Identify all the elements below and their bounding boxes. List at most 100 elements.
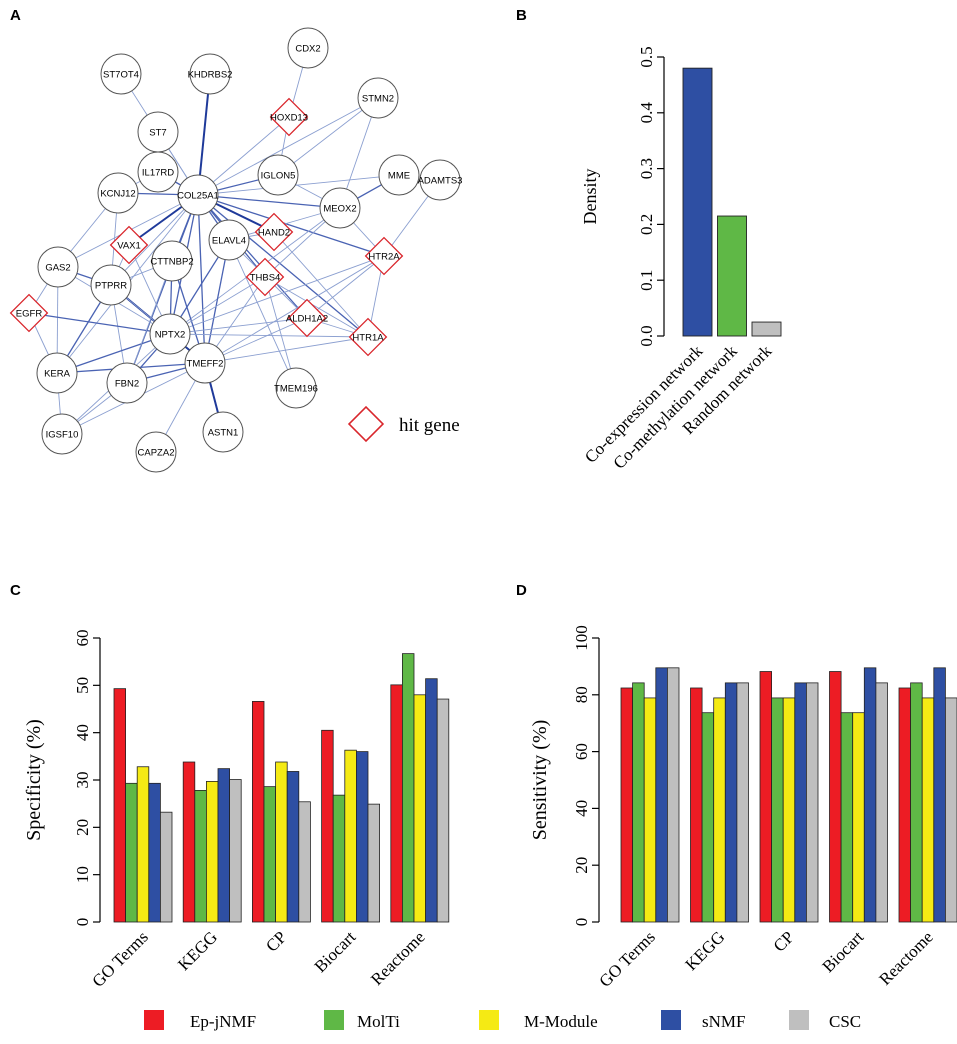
bar-ep-jnmf-go-terms <box>620 687 634 923</box>
panel-letter-a: A <box>10 7 21 24</box>
x-category-label: Reactome <box>875 927 936 988</box>
edge-col25a1-aldh1a2 <box>197 194 308 319</box>
hit-gene-marker <box>269 97 309 137</box>
gene-marker <box>36 352 78 394</box>
node-cttnbp2: CTTNBP2 <box>150 240 194 282</box>
y-tick-label: 20 <box>73 819 92 836</box>
bar-molti-cp <box>263 786 277 923</box>
y-axis-label: Density <box>580 169 600 225</box>
node-meox2: MEOX2 <box>319 187 361 229</box>
node-st7: ST7 <box>137 111 179 153</box>
node-stmn2: STMN2 <box>357 77 399 119</box>
bar-snmf-biocart <box>863 667 877 923</box>
node-gas2: GAS2 <box>37 246 79 288</box>
specificity-chart: 0 10 20 30 40 50 60 Specificity (%) GO Terms KEGG… <box>23 630 450 991</box>
legend-item-molti: MolTi <box>324 1010 400 1031</box>
node-ptprr: PTPRR <box>90 264 132 306</box>
node-label: CTTNBP2 <box>150 257 193 268</box>
gene-marker <box>287 27 329 69</box>
edge-col25a1-htr1a <box>197 194 369 338</box>
gene-marker <box>202 411 244 453</box>
y-tick-label: 0.1 <box>637 270 656 291</box>
node-label: ASTN1 <box>208 428 239 439</box>
bar-csc-kegg <box>736 682 749 923</box>
edge-stmn2-iglon5 <box>277 97 379 176</box>
node-label: FBN2 <box>115 379 139 390</box>
bar-snmf-kegg <box>217 768 231 923</box>
bar-csc-reactome <box>436 698 450 923</box>
node-hand2: HAND2 <box>254 212 294 252</box>
legend-item-ep-jnmf: Ep-jNMF <box>144 1010 256 1031</box>
hit-gene-marker <box>245 257 285 297</box>
bar-csc-reactome <box>945 697 957 923</box>
bar-csc-cp <box>298 801 311 923</box>
bar-ep-jnmf-reactome <box>390 684 403 923</box>
bar-snmf-go-terms <box>655 667 668 923</box>
y-tick-label: 0.4 <box>637 102 656 124</box>
bar-ep-jnmf-cp <box>251 701 265 923</box>
bar-csc-cp <box>806 682 819 923</box>
bar-ep-jnmf-biocart <box>829 671 842 923</box>
node-il17rd: IL17RD <box>137 151 179 193</box>
hit-gene-marker <box>287 298 327 338</box>
sensitivity-panel: D 0 20 40 60 80 100 Sensitivity (%) GO Terms KEG… <box>516 582 957 991</box>
node-iglon5: IGLON5 <box>257 154 299 196</box>
bar-ep-jnmf-go-terms <box>113 688 127 923</box>
node-label: HAND2 <box>258 228 290 239</box>
node-cdx2: CDX2 <box>287 27 329 69</box>
node-label: CAPZA2 <box>138 448 175 459</box>
hit-gene-marker <box>9 293 49 333</box>
hit-gene-marker <box>348 317 388 357</box>
legend-label: M-Module <box>524 1012 598 1031</box>
bar-molti-biocart <box>840 712 854 923</box>
y-axis-label: Specificity (%) <box>23 719 45 841</box>
y-tick-label: 30 <box>73 772 92 789</box>
node-egfr: EGFR <box>9 293 49 333</box>
y-tick-label: 60 <box>572 743 591 760</box>
node-nptx2: NPTX2 <box>149 313 191 355</box>
bar-co-expression-network <box>682 67 713 337</box>
legend-item-m-module: M-Module <box>479 1010 598 1031</box>
y-tick-label: 0.5 <box>637 46 656 67</box>
bar-ep-jnmf-biocart <box>321 729 334 923</box>
edge-nptx2-aldh1a2 <box>169 317 308 335</box>
bar-snmf-reactome <box>425 678 438 923</box>
y-tick-label: 20 <box>572 857 591 874</box>
node-htr1a: HTR1A <box>348 317 388 357</box>
y-tick-label: 0 <box>73 918 92 927</box>
bar-m-module-cp <box>782 697 796 923</box>
bar-molti-reactome <box>910 682 923 923</box>
gene-marker <box>97 172 139 214</box>
gene-marker <box>319 187 361 229</box>
node-label: ST7 <box>149 128 166 139</box>
edge-col25a1-ptprr <box>110 194 199 286</box>
node-label: ALDH1A2 <box>286 314 328 325</box>
edge-cttnbp2-fbn2 <box>126 260 173 384</box>
edge-htr2a-tmeff2 <box>204 255 385 364</box>
edge-mme-col25a1 <box>197 174 400 196</box>
edge-hand2-htr1a <box>273 231 369 338</box>
node-label: KCNJ12 <box>100 189 135 200</box>
node-adamts3: ADAMTS3 <box>418 159 462 201</box>
bar-m-module-go-terms <box>643 697 657 923</box>
edge-elavl4-tmeff2 <box>204 239 230 364</box>
x-category-label: CP <box>262 927 290 955</box>
bar-molti-kegg <box>701 712 715 923</box>
node-fbn2: FBN2 <box>106 362 148 404</box>
x-category-label: KEGG <box>682 927 729 974</box>
gene-marker <box>257 154 299 196</box>
y-tick-label: 0.2 <box>637 214 656 235</box>
bar-m-module-cp <box>275 761 288 923</box>
network-panel: A CDX2 ST7OT4 KHDRBS2 HOXD13 STMN2 ST7 IL17RD I… <box>9 7 462 473</box>
node-label: GAS2 <box>45 263 70 274</box>
bar-molti-cp <box>771 697 784 923</box>
gene-marker <box>90 264 132 306</box>
node-kera: KERA <box>36 352 78 394</box>
y-tick-label: 40 <box>572 800 591 817</box>
node-st7ot4: ST7OT4 <box>100 53 142 95</box>
x-category-label: GO Terms <box>88 927 151 990</box>
bar-csc-go-terms <box>159 811 173 923</box>
bar-m-module-reactome <box>413 694 427 923</box>
legend-label: sNMF <box>702 1012 745 1031</box>
bar-random-network <box>751 321 782 337</box>
